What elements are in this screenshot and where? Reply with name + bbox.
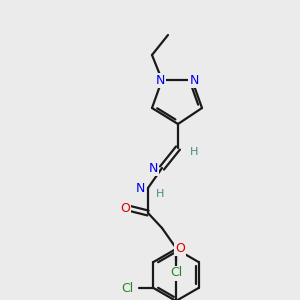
Text: Cl: Cl bbox=[170, 266, 182, 280]
Text: H: H bbox=[156, 189, 164, 199]
Text: H: H bbox=[190, 147, 198, 157]
Text: O: O bbox=[175, 242, 185, 254]
Text: N: N bbox=[189, 74, 199, 86]
Text: Cl: Cl bbox=[122, 281, 134, 295]
Text: N: N bbox=[148, 161, 158, 175]
Text: O: O bbox=[120, 202, 130, 214]
Text: N: N bbox=[136, 182, 145, 194]
Text: N: N bbox=[155, 74, 165, 86]
